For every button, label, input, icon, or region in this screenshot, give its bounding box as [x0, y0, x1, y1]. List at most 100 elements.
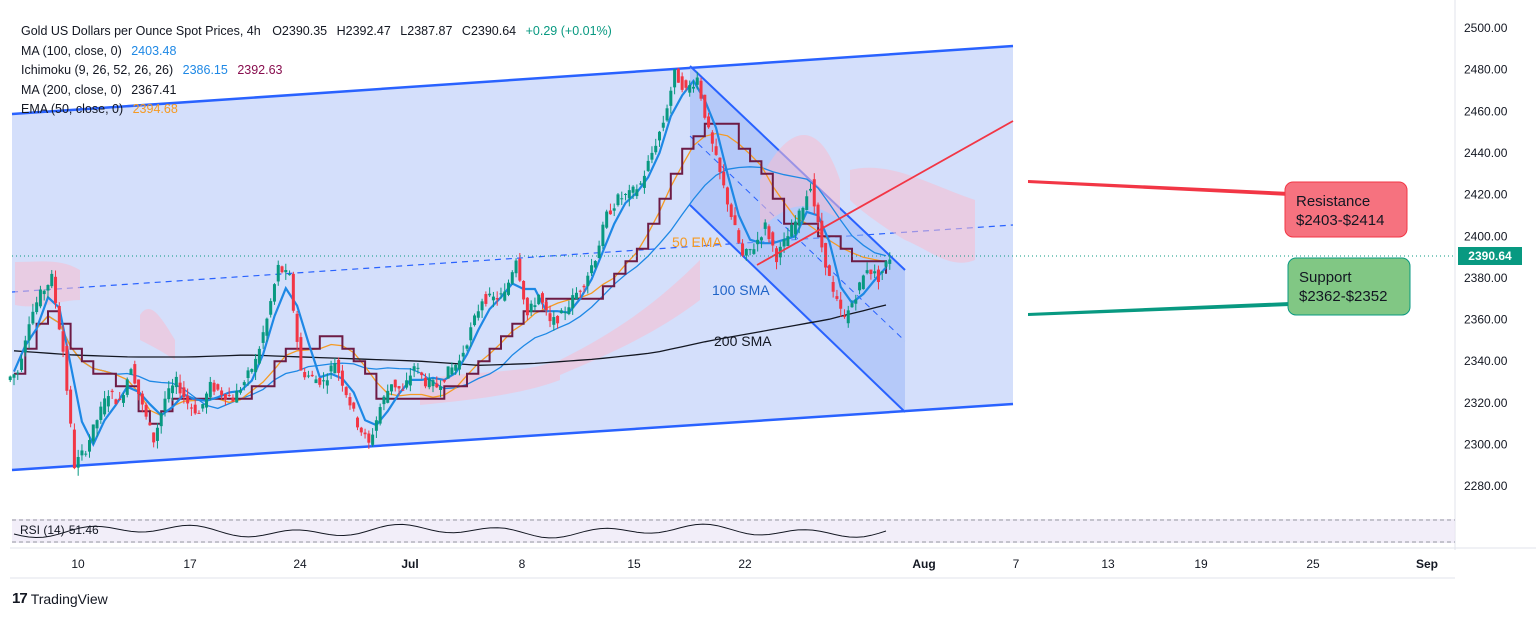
desc-channel-lower[interactable]: [689, 204, 906, 413]
candle-body: [38, 289, 42, 307]
candle-body: [318, 378, 322, 385]
y-tick-label: 2420.00: [1464, 188, 1508, 202]
legend-ma200-row[interactable]: MA (200, close, 0) 2367.41: [21, 81, 612, 101]
candle-body: [733, 215, 737, 226]
ohlc-open: O2390.35: [272, 24, 328, 38]
candle-body: [880, 271, 884, 273]
x-tick-label: 22: [738, 557, 752, 571]
channel-lower-line[interactable]: [11, 402, 1014, 472]
candle-body: [148, 422, 152, 426]
candle-body: [329, 365, 333, 372]
candle-body: [371, 434, 375, 445]
ma100-legend-value: 2403.48: [131, 43, 177, 58]
candle-body: [235, 390, 239, 403]
candle-body: [635, 189, 639, 197]
y-tick-label: 2380.00: [1464, 271, 1508, 285]
candle-body: [69, 389, 73, 424]
candle-body: [35, 302, 39, 313]
legend-ma100-row[interactable]: MA (100, close, 0) 2403.48: [21, 42, 612, 62]
ma200-legend-label: MA (200, close, 0): [21, 82, 122, 97]
candle-body: [16, 372, 20, 374]
candle-body: [831, 282, 835, 292]
legend-ichimoku-row[interactable]: Ichimoku (9, 26, 52, 26, 26) 2386.15 239…: [21, 61, 612, 81]
candle-body: [137, 379, 141, 395]
tenkan-line[interactable]: [12, 78, 887, 448]
candle-body: [620, 198, 624, 200]
cloud-segment: [140, 309, 175, 360]
legend-ema50-row[interactable]: EMA (50, close, 0) 2394.68: [21, 100, 612, 120]
candle-body: [401, 389, 405, 391]
candle-body: [540, 293, 544, 303]
candle-body: [189, 407, 193, 409]
candle-body: [133, 364, 137, 384]
candle-body: [590, 265, 594, 274]
candle-body: [469, 327, 473, 341]
candle-body: [159, 413, 163, 427]
candle-body: [650, 152, 654, 160]
support-box[interactable]: [1287, 257, 1411, 316]
candle-body: [763, 222, 767, 229]
candle-body: [325, 380, 329, 386]
candle-body: [748, 249, 752, 251]
candle-body: [276, 264, 280, 282]
candle-body: [186, 395, 190, 404]
candle-body: [699, 80, 703, 99]
candle-body: [61, 331, 65, 352]
candle-body: [457, 360, 461, 370]
cloud-segment: [760, 135, 840, 230]
resistance-box[interactable]: [1284, 181, 1408, 238]
chart-legend: Gold US Dollars per Ounce Spot Prices, 4…: [21, 22, 612, 120]
tradingview-logo[interactable]: 17 TradingView: [12, 590, 108, 607]
candle-body: [223, 394, 227, 400]
candle-body: [529, 303, 533, 312]
candle-body: [639, 183, 643, 185]
candle-body: [491, 296, 495, 301]
candle-body: [582, 285, 586, 288]
candle-body: [8, 376, 12, 381]
candle-body: [782, 239, 786, 247]
y-tick-label: 2320.00: [1464, 396, 1508, 410]
candle-body: [571, 295, 575, 309]
candle-body: [84, 453, 88, 455]
candle-body: [144, 404, 148, 417]
candle-body: [431, 380, 435, 387]
resistance-pointer: [1028, 180, 1290, 196]
candle-body: [348, 397, 352, 406]
support-title: Support: [1299, 269, 1352, 286]
red-trend-line[interactable]: [756, 120, 1014, 266]
candle-body: [775, 248, 779, 263]
candle-body: [310, 374, 314, 377]
candle-body: [265, 318, 269, 336]
candle-body: [586, 275, 590, 287]
y-tick-label: 2400.00: [1464, 229, 1508, 243]
candle-body: [593, 260, 597, 268]
candle-body: [291, 273, 295, 311]
candle-body: [450, 367, 454, 375]
candle-body: [442, 379, 446, 382]
tradingview-logo-text: TradingView: [30, 590, 108, 607]
candle-body: [212, 382, 216, 392]
candle-body: [461, 352, 465, 357]
rsi-line[interactable]: [13, 523, 887, 539]
candle-body: [514, 260, 518, 274]
candle-body: [642, 175, 646, 188]
ma100-line[interactable]: [13, 166, 887, 410]
channel-upper-line[interactable]: [11, 44, 1014, 116]
candle-body: [178, 382, 182, 394]
candle-body: [439, 386, 443, 391]
candle-body: [684, 80, 688, 88]
ma200-line[interactable]: [13, 304, 887, 366]
candle-body: [567, 307, 571, 315]
time-axis[interactable]: 10 17 24 Jul 8 15 22 Aug 7 13 19 25 Sep: [71, 557, 1438, 571]
price-axis[interactable]: 2500.00 2480.00 2460.00 2440.00 2420.00 2400.…: [1464, 21, 1508, 493]
support-range: $2362-$2352: [1299, 288, 1387, 305]
candle-body: [484, 294, 488, 304]
ema50-legend-label: EMA (50, close, 0): [21, 102, 124, 116]
symbol-title[interactable]: Gold US Dollars per Ounce Spot Prices, 4…: [21, 24, 261, 38]
ohlc-close: C2390.64: [461, 24, 517, 38]
candle-body: [473, 315, 477, 326]
candle-body: [65, 346, 69, 391]
candle-body: [106, 396, 110, 407]
candle-body: [408, 375, 412, 386]
